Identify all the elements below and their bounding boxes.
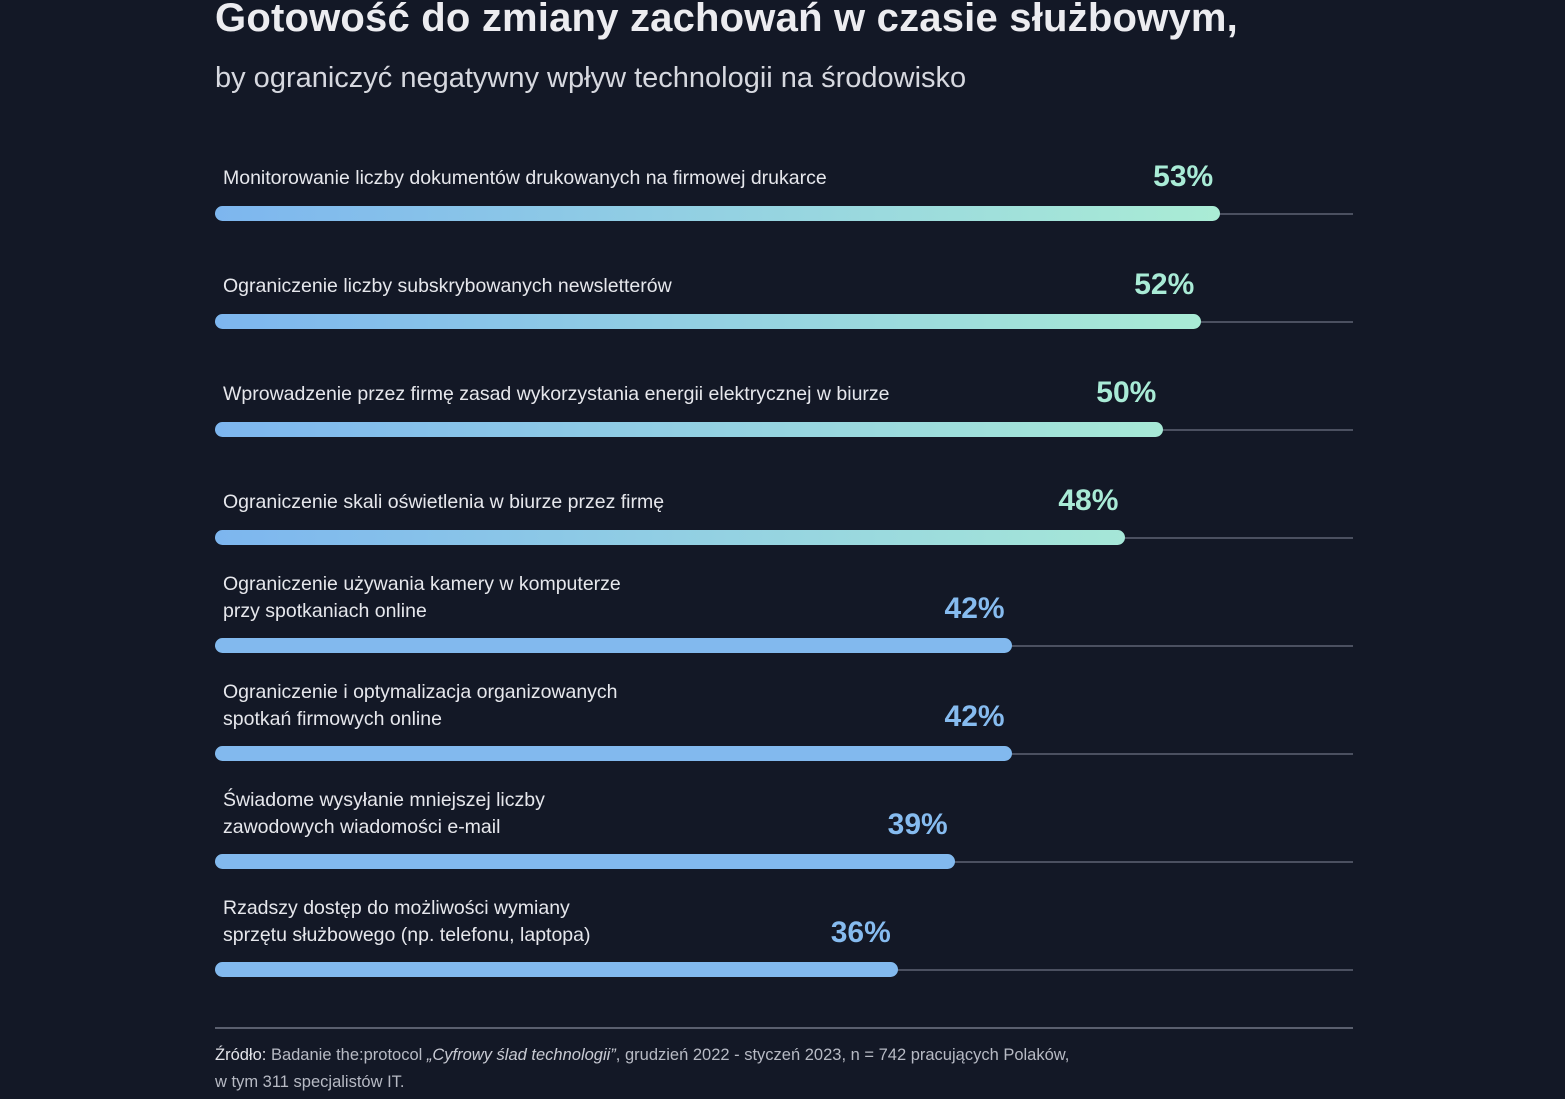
source-label: Źródło: [215, 1046, 267, 1064]
value-label: 53% [1153, 160, 1214, 193]
bar-row: Ograniczenie skali oświetlenia w biurze … [215, 477, 1353, 577]
bar-row: Wprowadzenie przez firmę zasad wykorzyst… [215, 369, 1353, 469]
category-label: Monitorowanie liczby dokumentów drukowan… [223, 167, 827, 189]
value-label: 48% [1058, 484, 1119, 517]
bar [215, 422, 1164, 437]
chart-subtitle: by ograniczyć negatywny wpływ technologi… [215, 62, 967, 94]
source-study-title: „Cyfrowy ślad technologii” [426, 1046, 616, 1064]
source-text-before: Badanie the:protocol [266, 1046, 427, 1064]
value-label: 50% [1096, 376, 1157, 409]
bar [215, 314, 1202, 329]
value-label: 42% [944, 700, 1005, 733]
bar [215, 854, 955, 869]
category-label: Wprowadzenie przez firmę zasad wykorzyst… [223, 383, 890, 405]
value-label: 39% [887, 808, 948, 841]
bar-row: Ograniczenie i optymalizacja organizowan… [215, 681, 1353, 793]
value-label: 36% [830, 916, 891, 949]
bar-row: Ograniczenie używania kamery w komputerz… [215, 573, 1353, 685]
category-label: Ograniczenie liczby subskrybowanych news… [223, 275, 672, 297]
bar [215, 962, 898, 977]
bar-row: Świadome wysyłanie mniejszej liczby zawo… [215, 789, 1353, 901]
source-note: Źródło: Badanie the:protocol „Cyfrowy śl… [215, 1042, 1069, 1096]
source-text-after: , grudzień 2022 - styczeń 2023, n = 742 … [615, 1046, 1070, 1064]
category-label: Ograniczenie skali oświetlenia w biurze … [223, 491, 665, 513]
bar [215, 530, 1126, 545]
bar-row: Monitorowanie liczby dokumentów drukowan… [215, 153, 1353, 253]
bar [215, 206, 1221, 221]
value-label: 52% [1134, 268, 1195, 301]
bar-row: Rzadszy dostęp do możliwości wymiany spr… [215, 897, 1353, 1009]
bar [215, 638, 1012, 653]
category-label: Rzadszy dostęp do możliwości wymiany spr… [223, 897, 591, 946]
bar-row: Ograniczenie liczby subskrybowanych news… [215, 261, 1353, 361]
chart-title: Gotowość do zmiany zachowań w czasie słu… [215, 0, 1238, 40]
footer-divider [215, 1027, 1353, 1029]
value-label: 42% [944, 592, 1005, 625]
category-label: Ograniczenie używania kamery w komputerz… [223, 573, 621, 622]
category-label: Świadome wysyłanie mniejszej liczby zawo… [223, 789, 545, 838]
category-label: Ograniczenie i optymalizacja organizowan… [223, 681, 618, 730]
bar [215, 746, 1012, 761]
source-line-2: w tym 311 specjalistów IT. [215, 1073, 405, 1091]
